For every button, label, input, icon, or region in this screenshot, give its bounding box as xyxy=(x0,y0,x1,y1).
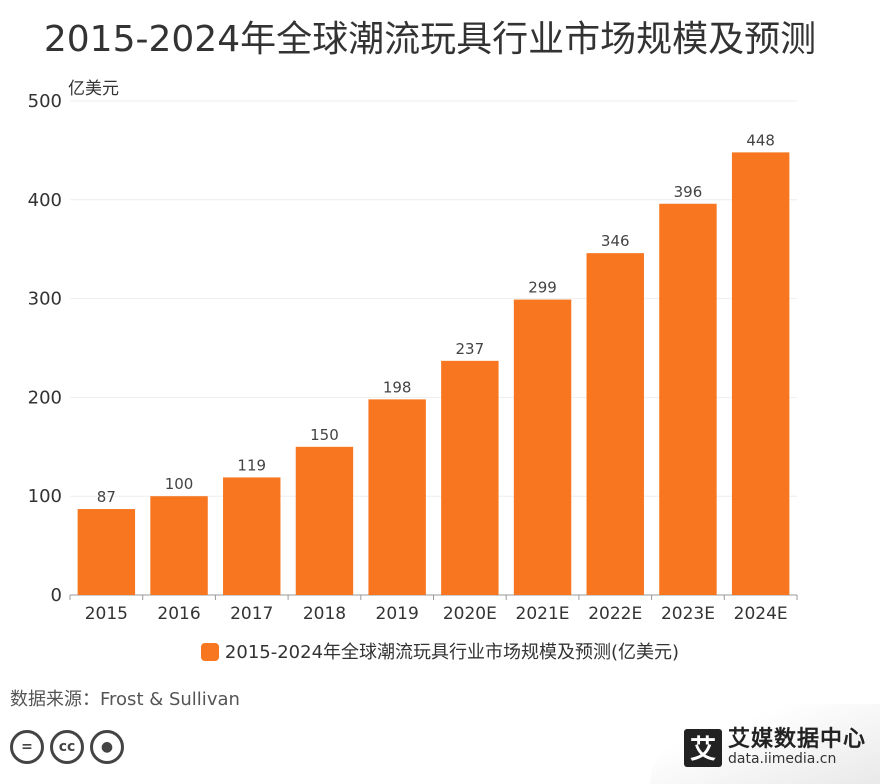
data-label: 87 xyxy=(97,488,116,506)
y-tick-label: 200 xyxy=(28,387,62,408)
bar xyxy=(368,399,426,595)
legend[interactable]: 2015-2024年全球潮流玩具行业市场规模及预测(亿美元) xyxy=(0,638,880,664)
brand-watermark: 艾 艾媒数据中心 data.iimedia.cn xyxy=(683,727,866,768)
data-label: 237 xyxy=(456,340,485,358)
x-tick-label: 2023E xyxy=(661,604,715,624)
y-tick-label: 0 xyxy=(51,585,62,606)
equals-icon: = xyxy=(10,730,44,764)
x-tick-label: 2019 xyxy=(376,604,419,624)
x-tick-label: 2020E xyxy=(443,604,497,624)
bar xyxy=(295,446,354,595)
x-tick-label: 2017 xyxy=(230,604,273,624)
brand-name: 艾媒数据中心 xyxy=(727,727,866,752)
cc-icon: cc xyxy=(50,730,84,764)
brand-logo-icon: 艾 xyxy=(683,728,722,767)
data-label: 299 xyxy=(528,279,557,297)
x-tick-label: 2018 xyxy=(303,604,346,624)
bar xyxy=(77,509,136,595)
x-tick-label: 2024E xyxy=(734,604,788,624)
data-source: 数据来源：Frost & Sullivan xyxy=(10,689,240,710)
cc-license-icons: = cc ● xyxy=(10,730,124,764)
x-tick-label: 2015 xyxy=(85,604,128,624)
data-label: 396 xyxy=(674,183,703,201)
data-label: 100 xyxy=(165,475,194,493)
person-icon: ● xyxy=(90,730,124,764)
y-axis-unit: 亿美元 xyxy=(68,79,119,99)
legend-label: 2015-2024年全球潮流玩具行业市场规模及预测(亿美元) xyxy=(224,642,680,663)
bar xyxy=(659,203,717,595)
y-tick-label: 500 xyxy=(28,91,62,112)
bar xyxy=(586,253,644,596)
y-tick-label: 400 xyxy=(28,190,62,211)
bar xyxy=(223,477,281,595)
data-label: 346 xyxy=(601,232,630,250)
x-tick-label: 2022E xyxy=(588,604,642,624)
legend-swatch xyxy=(200,643,219,661)
y-tick-label: 100 xyxy=(28,486,62,507)
data-label: 198 xyxy=(383,378,412,396)
data-label: 119 xyxy=(237,456,266,474)
bar-chart: 0 100 200 300 400 500 87 2015 100 2016 119 2017 150 2… xyxy=(28,91,798,624)
x-tick-label: 2016 xyxy=(157,604,200,624)
data-label: 448 xyxy=(746,131,775,149)
bar xyxy=(513,299,572,595)
x-tick-label: 2021E xyxy=(516,604,570,624)
y-tick-label: 300 xyxy=(28,289,62,310)
bar xyxy=(150,496,208,595)
bar xyxy=(731,152,790,595)
data-label: 150 xyxy=(310,426,339,444)
bar xyxy=(441,360,499,595)
chart-title: 2015-2024年全球潮流玩具行业市场规模及预测 xyxy=(43,19,817,60)
brand-url: data.iimedia.cn xyxy=(727,751,837,768)
